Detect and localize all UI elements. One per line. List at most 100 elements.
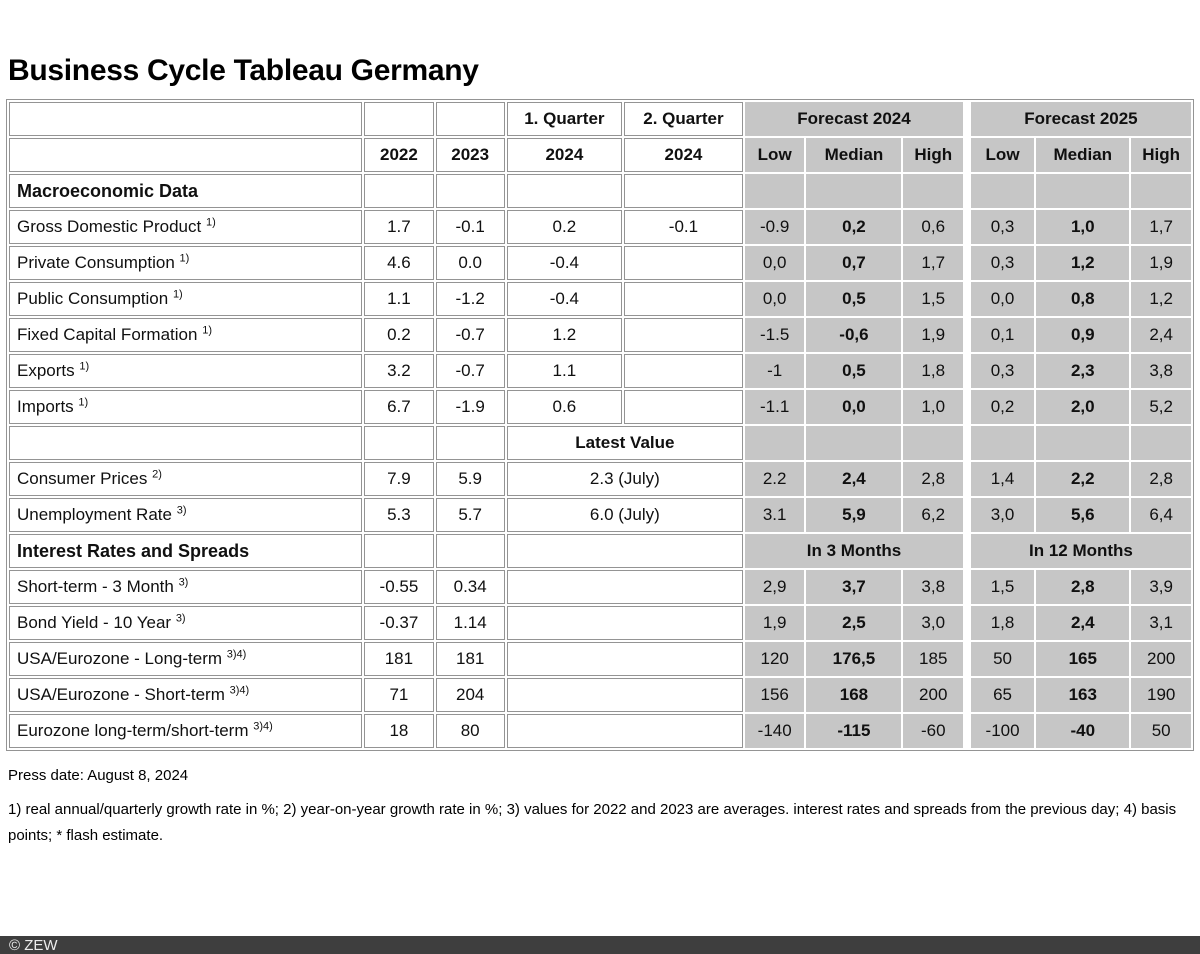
value-q2 bbox=[623, 354, 743, 388]
forecast-cell: 0,8 bbox=[1036, 282, 1130, 316]
value-2022: 1.7 bbox=[364, 210, 434, 244]
forecast-cell: 1,7 bbox=[1131, 210, 1191, 244]
cell-empty bbox=[435, 102, 505, 136]
forecast-cell: -140 bbox=[744, 714, 805, 748]
cell-empty bbox=[623, 174, 743, 208]
forecast-cell: 0,0 bbox=[744, 282, 805, 316]
column-spacer bbox=[965, 282, 969, 316]
table-row: Short-term - 3 Month 3) -0.55 0.34 2,9 3,7 3,… bbox=[9, 570, 1191, 604]
row-label-text: Unemployment Rate bbox=[17, 505, 172, 524]
cell-empty bbox=[506, 534, 743, 568]
cell-empty bbox=[9, 102, 363, 136]
forecast-cell: -40 bbox=[1036, 714, 1130, 748]
forecast-cell: 1,0 bbox=[1036, 210, 1130, 244]
forecast-cell: 190 bbox=[1131, 678, 1191, 712]
forecast-cell: 1,5 bbox=[903, 282, 964, 316]
column-spacer bbox=[965, 390, 969, 424]
forecast-cell: 1,9 bbox=[903, 318, 964, 352]
footnote-marker: 1) bbox=[202, 324, 212, 337]
column-spacer bbox=[965, 318, 969, 352]
forecast-cell: 2,2 bbox=[1036, 462, 1130, 496]
table-row: Gross Domestic Product 1) 1.7 -0.1 0.2 -0.1-… bbox=[9, 210, 1191, 244]
row-label: Private Consumption 1) bbox=[9, 246, 363, 280]
column-spacer bbox=[965, 570, 969, 604]
column-spacer bbox=[965, 354, 969, 388]
forecast-cell: 0,6 bbox=[903, 210, 964, 244]
year-2023-header: 2023 bbox=[435, 138, 505, 172]
column-spacer bbox=[965, 606, 969, 640]
page: Business Cycle Tableau Germany 1. Quarte… bbox=[0, 54, 1200, 850]
high-2025-header: High bbox=[1131, 138, 1191, 172]
column-spacer bbox=[965, 642, 969, 676]
forecast-cell: 156 bbox=[744, 678, 805, 712]
high-2024-header: High bbox=[903, 138, 964, 172]
forecast-cell-empty bbox=[744, 426, 805, 460]
forecast-cell: 2,0 bbox=[1036, 390, 1130, 424]
forecast-cell: 1,8 bbox=[903, 354, 964, 388]
forecast-cell: 200 bbox=[1131, 642, 1191, 676]
forecast-cell: 163 bbox=[1036, 678, 1130, 712]
row-label: Consumer Prices 2) bbox=[9, 462, 363, 496]
row-label-text: Imports bbox=[17, 397, 74, 416]
forecast-cell-empty bbox=[1131, 174, 1191, 208]
footnotes: 1) real annual/quarterly growth rate in … bbox=[8, 801, 1177, 845]
row-label: Exports 1) bbox=[9, 354, 363, 388]
value-2022: 7.9 bbox=[364, 462, 434, 496]
value-2022: -0.37 bbox=[364, 606, 434, 640]
q1-header: 1. Quarter bbox=[506, 102, 622, 136]
forecast-cell: -60 bbox=[903, 714, 964, 748]
table-row: Interest Rates and Spreads In 3 Months In… bbox=[9, 534, 1191, 568]
row-label: Short-term - 3 Month 3) bbox=[9, 570, 363, 604]
footnote-marker: 1) bbox=[78, 396, 89, 409]
column-spacer bbox=[965, 714, 969, 748]
forecast-cell-empty bbox=[903, 426, 964, 460]
forecast-cell: 2,4 bbox=[1036, 606, 1130, 640]
footnote-marker: 3) bbox=[176, 504, 187, 517]
table-row: Latest Value bbox=[9, 426, 1191, 460]
value-q1: 0.2 bbox=[506, 210, 622, 244]
row-label-text: Consumer Prices bbox=[17, 469, 148, 488]
forecast-cell: 6,4 bbox=[1131, 498, 1191, 532]
row-label: Interest Rates and Spreads bbox=[9, 534, 363, 568]
value-2023: 181 bbox=[435, 642, 505, 676]
table-row: Imports 1) 6.7 -1.9 0.6 -1.1 0,0 1,0 0,2 2,0 5,2 bbox=[9, 390, 1191, 424]
row-label-text: Private Consumption bbox=[17, 253, 175, 272]
q2-year-header: 2024 bbox=[623, 138, 743, 172]
footer-bar: © ZEW bbox=[0, 936, 1200, 954]
forecast-cell-empty bbox=[806, 174, 902, 208]
cell-empty bbox=[364, 174, 434, 208]
forecast-cell: 3,8 bbox=[903, 570, 964, 604]
months-12-header: In 12 Months bbox=[970, 534, 1191, 568]
row-label-text: Interest Rates and Spreads bbox=[17, 540, 250, 561]
cell-empty bbox=[9, 138, 363, 172]
footnote-marker: 1) bbox=[205, 216, 216, 229]
forecast-cell: 168 bbox=[806, 678, 902, 712]
footnote-marker: 3) bbox=[175, 612, 186, 625]
value-2022: -0.55 bbox=[364, 570, 434, 604]
header-row-groups: 1. Quarter 2. Quarter Forecast 2024 Fore… bbox=[9, 102, 1191, 136]
row-label-text: Fixed Capital Formation bbox=[17, 325, 198, 344]
forecast-cell: 3,8 bbox=[1131, 354, 1191, 388]
row-label: Fixed Capital Formation 1) bbox=[9, 318, 363, 352]
forecast-cell-empty bbox=[1036, 426, 1130, 460]
footnote-marker: 2) bbox=[152, 468, 162, 481]
value-2022: 3.2 bbox=[364, 354, 434, 388]
forecast-cell: 2,9 bbox=[744, 570, 805, 604]
cell-empty bbox=[506, 174, 622, 208]
forecast-cell: 1,4 bbox=[970, 462, 1035, 496]
footnote-marker: 1) bbox=[172, 288, 183, 301]
latest-value: 6.0 (July) bbox=[506, 498, 743, 532]
value-2023: 204 bbox=[435, 678, 505, 712]
forecast-cell: 1,0 bbox=[903, 390, 964, 424]
cell-empty bbox=[506, 570, 743, 604]
forecast-cell: 3.1 bbox=[744, 498, 805, 532]
row-label: Imports 1) bbox=[9, 390, 363, 424]
forecast-cell: 200 bbox=[903, 678, 964, 712]
forecast-cell: 1,9 bbox=[1131, 246, 1191, 280]
value-2023: -0.7 bbox=[435, 354, 505, 388]
table-row: Bond Yield - 10 Year 3) -0.37 1.14 1,9 2,5 3,… bbox=[9, 606, 1191, 640]
forecast-cell-empty bbox=[744, 174, 805, 208]
q1-year-header: 2024 bbox=[506, 138, 622, 172]
row-label-text: Exports bbox=[17, 361, 75, 380]
value-2023: 80 bbox=[435, 714, 505, 748]
